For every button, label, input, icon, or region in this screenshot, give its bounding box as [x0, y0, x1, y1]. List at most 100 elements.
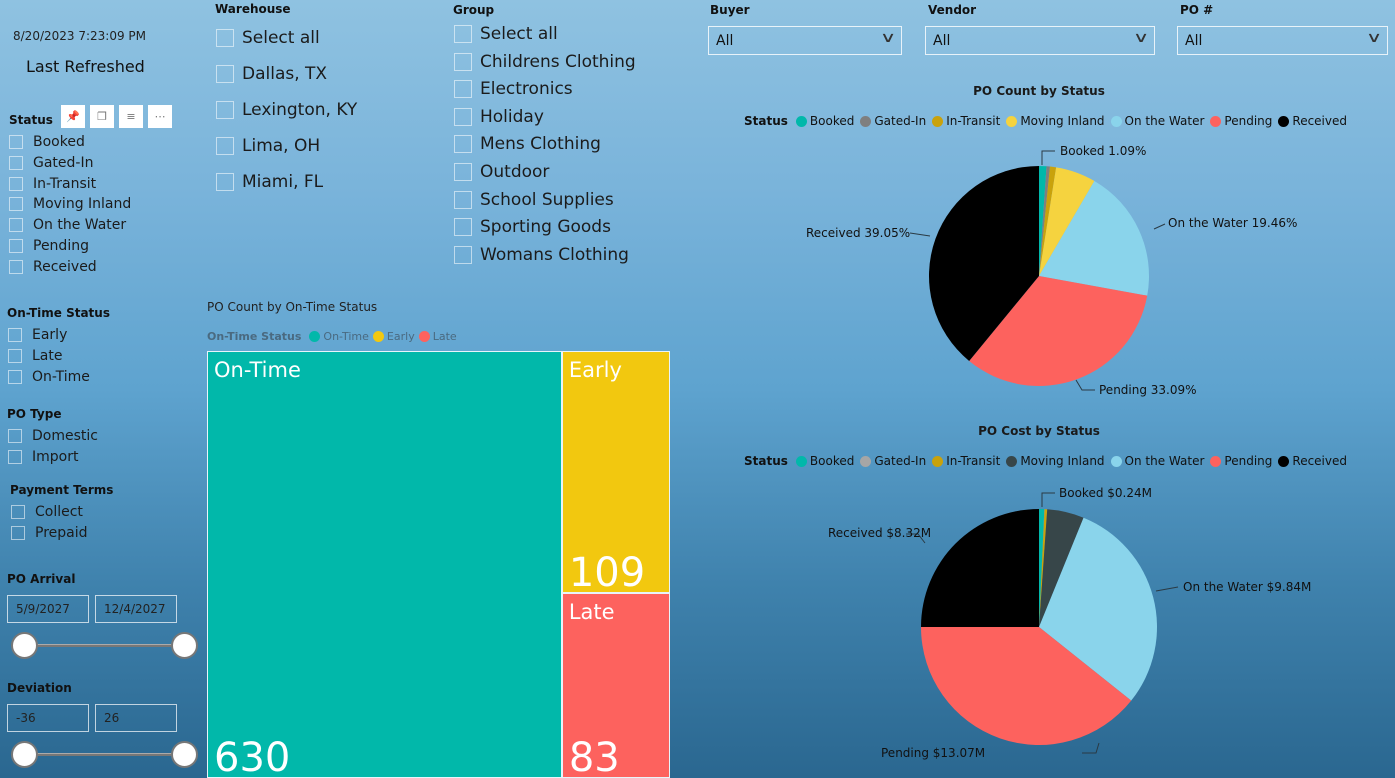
legend-item-booked[interactable]: Booked — [795, 454, 854, 468]
vendor-dropdown[interactable]: All ∨ — [925, 26, 1155, 55]
checkbox-item-miami-fl[interactable]: Miami, FL — [216, 172, 323, 192]
pie-slice-gated-in[interactable] — [1039, 509, 1045, 627]
checkbox[interactable] — [9, 135, 23, 149]
pie-slice-moving-inland[interactable] — [1039, 509, 1084, 627]
checkbox-item-lima-oh[interactable]: Lima, OH — [216, 136, 320, 156]
checkbox[interactable] — [9, 259, 23, 274]
pie-slice-on-the-water[interactable] — [1039, 517, 1157, 701]
checkbox[interactable] — [454, 80, 472, 99]
deviation-max-input[interactable]: 26 — [95, 704, 177, 732]
checkbox-item-collect[interactable]: Collect — [11, 504, 83, 520]
checkbox[interactable] — [454, 190, 472, 209]
deviation-max-handle[interactable] — [171, 741, 198, 768]
checkbox-item-late[interactable]: Late — [8, 348, 62, 364]
checkbox[interactable] — [9, 218, 23, 233]
checkbox[interactable] — [216, 101, 234, 119]
checkbox-item-select-all[interactable]: Select all — [216, 28, 320, 48]
checkbox[interactable] — [9, 176, 23, 191]
legend-item-pending[interactable]: Pending — [1210, 454, 1272, 468]
checkbox-item-prepaid[interactable]: Prepaid — [11, 525, 88, 541]
treemap-tile-on-time[interactable]: On-Time 630 — [207, 351, 562, 778]
pie-slice-received[interactable] — [929, 166, 1039, 361]
po-arrival-start-handle[interactable] — [11, 632, 38, 659]
legend-item-booked[interactable]: Booked — [795, 114, 854, 128]
pie-slice-in-transit[interactable] — [1039, 509, 1048, 627]
checkbox-item-holiday[interactable]: Holiday — [454, 107, 544, 127]
pie-slice-booked[interactable] — [1039, 166, 1047, 276]
po-arrival-end-handle[interactable] — [171, 632, 198, 659]
checkbox-item-school-supplies[interactable]: School Supplies — [454, 190, 614, 210]
checkbox-item-gated-in[interactable]: Gated-In — [9, 155, 93, 171]
legend-item-moving-inland[interactable]: Moving Inland — [1006, 114, 1105, 128]
po-dropdown[interactable]: All ∨ — [1177, 26, 1388, 55]
legend-item-moving-inland[interactable]: Moving Inland — [1006, 454, 1105, 468]
legend-item-in-transit[interactable]: In-Transit — [932, 114, 1000, 128]
checkbox-item-electronics[interactable]: Electronics — [454, 79, 573, 99]
checkbox[interactable] — [454, 163, 472, 181]
checkbox-item-select-all[interactable]: Select all — [454, 24, 558, 44]
deviation-min-handle[interactable] — [11, 741, 38, 768]
copy-icon[interactable]: ❐ — [90, 105, 114, 128]
checkbox[interactable] — [454, 107, 472, 126]
checkbox-item-moving-inland[interactable]: Moving Inland — [9, 196, 131, 212]
po-arrival-end-input[interactable]: 12/4/2027 — [95, 595, 177, 623]
legend-item-pending[interactable]: Pending — [1210, 114, 1272, 128]
pie-slice-booked[interactable] — [1039, 509, 1045, 627]
checkbox[interactable] — [454, 245, 472, 264]
checkbox-item-mens-clothing[interactable]: Mens Clothing — [454, 134, 601, 154]
checkbox-item-dallas-tx[interactable]: Dallas, TX — [216, 64, 327, 84]
legend-item-on-time[interactable]: On-Time — [309, 330, 369, 343]
legend-item-late[interactable]: Late — [418, 330, 457, 343]
legend-item-received[interactable]: Received — [1278, 454, 1347, 468]
pie-slice-in-transit[interactable] — [1039, 166, 1057, 276]
checkbox-item-sporting-goods[interactable]: Sporting Goods — [454, 217, 611, 237]
checkbox[interactable] — [11, 505, 25, 519]
pie-slice-gated-in[interactable] — [1039, 166, 1050, 276]
more-options-icon[interactable]: ⋯ — [148, 105, 172, 128]
checkbox[interactable] — [454, 135, 472, 154]
deviation-slider-track[interactable] — [25, 753, 185, 756]
checkbox[interactable] — [8, 328, 22, 342]
checkbox[interactable] — [9, 197, 23, 212]
filter-icon[interactable]: ≡ — [119, 105, 143, 128]
po-arrival-start-input[interactable]: 5/9/2027 — [7, 595, 89, 623]
po-arrival-slider-track[interactable] — [25, 644, 185, 647]
treemap-tile-late[interactable]: Late 83 — [561, 593, 670, 778]
checkbox[interactable] — [216, 173, 234, 191]
checkbox[interactable] — [454, 52, 472, 71]
checkbox[interactable] — [216, 137, 234, 155]
checkbox-item-early[interactable]: Early — [8, 327, 67, 343]
checkbox-item-on-the-water[interactable]: On the Water — [9, 217, 126, 233]
checkbox[interactable] — [8, 429, 22, 443]
checkbox-item-pending[interactable]: Pending — [9, 238, 89, 254]
checkbox-item-import[interactable]: Import — [8, 449, 78, 465]
checkbox[interactable] — [9, 239, 23, 253]
pin-icon[interactable]: 📌 — [61, 105, 85, 128]
treemap-tile-early[interactable]: Early 109 — [561, 351, 670, 594]
pie-slice-on-the-water[interactable] — [1039, 180, 1149, 296]
checkbox[interactable] — [8, 370, 22, 384]
checkbox-item-lexington-ky[interactable]: Lexington, KY — [216, 100, 357, 120]
checkbox-item-booked[interactable]: Booked — [9, 134, 85, 150]
checkbox-item-received[interactable]: Received — [9, 259, 97, 275]
checkbox[interactable] — [11, 526, 25, 540]
legend-item-on-the-water[interactable]: On the Water — [1110, 114, 1204, 128]
buyer-dropdown[interactable]: All ∨ — [708, 26, 902, 55]
checkbox-item-domestic[interactable]: Domestic — [8, 428, 98, 444]
checkbox[interactable] — [9, 155, 23, 170]
pie-slice-received[interactable] — [921, 509, 1039, 627]
checkbox-item-in-transit[interactable]: In-Transit — [9, 176, 96, 192]
checkbox[interactable] — [454, 218, 472, 237]
checkbox[interactable] — [216, 65, 234, 83]
pie-slice-pending[interactable] — [921, 627, 1132, 745]
checkbox[interactable] — [216, 29, 234, 47]
checkbox[interactable] — [454, 25, 472, 43]
checkbox[interactable] — [8, 349, 22, 363]
checkbox[interactable] — [8, 450, 22, 464]
checkbox-item-womans-clothing[interactable]: Womans Clothing — [454, 245, 629, 265]
checkbox-item-childrens-clothing[interactable]: Childrens Clothing — [454, 52, 636, 72]
checkbox-item-outdoor[interactable]: Outdoor — [454, 162, 549, 182]
legend-item-received[interactable]: Received — [1278, 114, 1347, 128]
deviation-min-input[interactable]: -36 — [7, 704, 89, 732]
legend-item-gated-in[interactable]: Gated-In — [860, 114, 926, 128]
